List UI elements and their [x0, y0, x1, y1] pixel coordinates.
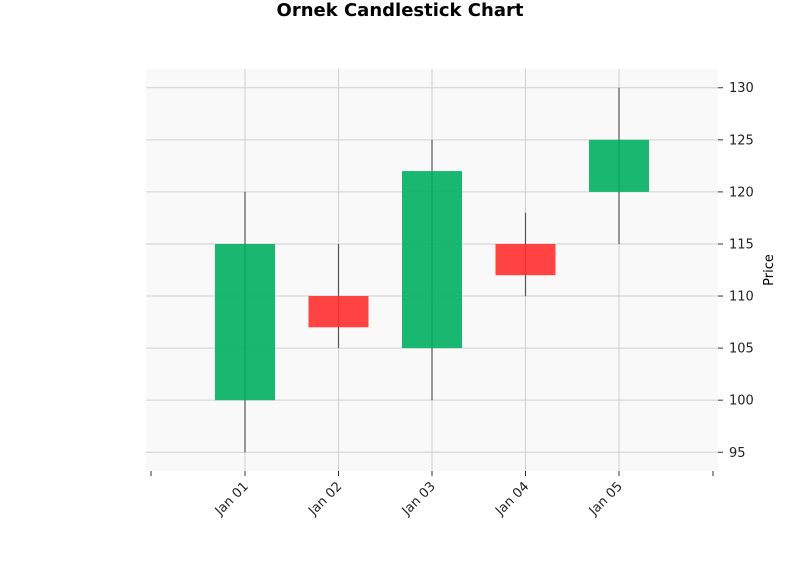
- y-tick-label: 130: [729, 81, 754, 96]
- candle-bodies: [215, 139, 649, 401]
- chart-title: Ornek Candlestick Chart: [276, 0, 524, 21]
- x-tick-label: Jan 02: [305, 479, 345, 519]
- y-tick-label: 110: [729, 290, 754, 305]
- axes: [150, 87, 723, 476]
- y-tick-label: 95: [729, 446, 746, 461]
- candle-body-down: [495, 243, 556, 276]
- y-axis-label: Price: [762, 254, 777, 286]
- y-tick-label: 120: [729, 185, 754, 200]
- y-tick-label: 115: [729, 237, 754, 252]
- x-tick-label: Jan 05: [586, 479, 626, 519]
- candle-body-up: [215, 243, 275, 401]
- candle-body-up: [589, 139, 649, 192]
- candle-body-down: [308, 296, 369, 328]
- candle-body-up: [402, 171, 462, 349]
- x-tick-label: Jan 04: [492, 479, 532, 519]
- y-tick-label: 105: [729, 342, 754, 357]
- y-tick-label: 125: [729, 133, 754, 148]
- y-tick-label: 100: [729, 394, 754, 409]
- x-tick-label: Jan 01: [212, 479, 252, 519]
- x-tick-label: Jan 03: [399, 479, 439, 519]
